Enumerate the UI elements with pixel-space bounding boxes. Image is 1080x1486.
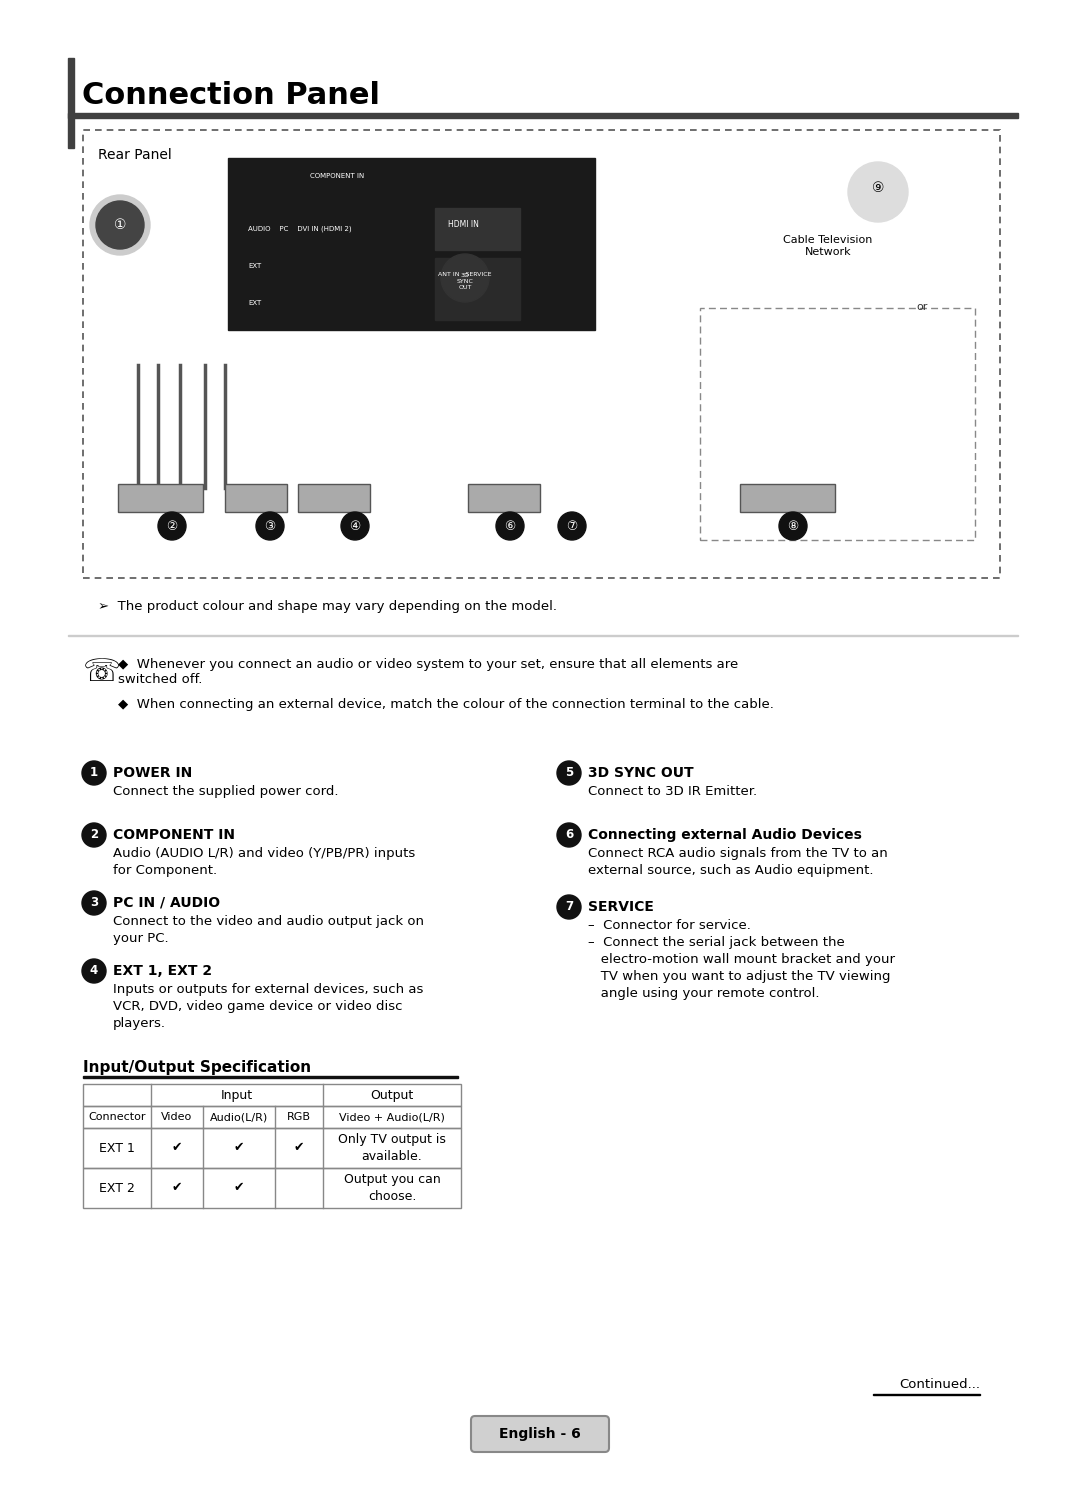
Text: ◆  When connecting an external device, match the colour of the connection termin: ◆ When connecting an external device, ma… (118, 698, 774, 710)
Text: ◆  Whenever you connect an audio or video system to your set, ensure that all el: ◆ Whenever you connect an audio or video… (118, 658, 739, 687)
Text: English - 6: English - 6 (499, 1427, 581, 1441)
Text: 4: 4 (90, 964, 98, 978)
Circle shape (557, 823, 581, 847)
Text: Connect to 3D IR Emitter.: Connect to 3D IR Emitter. (588, 785, 757, 798)
Circle shape (557, 761, 581, 785)
Text: ✔: ✔ (172, 1141, 183, 1155)
Text: ✔: ✔ (233, 1181, 244, 1195)
Text: 3D SYNC OUT: 3D SYNC OUT (588, 765, 693, 780)
Bar (68, 113, 1018, 117)
Circle shape (82, 761, 106, 785)
Text: 6: 6 (565, 829, 573, 841)
Text: Connector: Connector (89, 1112, 146, 1122)
Text: or: or (916, 302, 928, 312)
Text: EXT 2: EXT 2 (99, 1181, 135, 1195)
Text: 5: 5 (565, 767, 573, 780)
Bar (83, 1076, 458, 1077)
Text: ➢  The product colour and shape may vary depending on the model.: ➢ The product colour and shape may vary … (98, 600, 557, 614)
Bar (435, 208, 519, 250)
Text: ①: ① (113, 218, 126, 232)
Text: HDMI IN: HDMI IN (448, 220, 478, 229)
Bar (83, 1168, 461, 1208)
Circle shape (96, 201, 144, 250)
Text: Video + Audio(L/R): Video + Audio(L/R) (339, 1112, 445, 1122)
Bar (468, 484, 540, 513)
Circle shape (496, 513, 524, 539)
Bar (83, 1106, 461, 1128)
Text: Continued...: Continued... (899, 1378, 980, 1391)
Bar (83, 1128, 461, 1168)
Circle shape (90, 195, 150, 256)
Text: Output: Output (370, 1089, 414, 1101)
Text: ✔: ✔ (294, 1141, 305, 1155)
Bar (740, 484, 835, 513)
Circle shape (256, 513, 284, 539)
Text: Connect to the video and audio output jack on
your PC.: Connect to the video and audio output ja… (113, 915, 424, 945)
Circle shape (82, 958, 106, 984)
Circle shape (558, 513, 586, 539)
Text: Connecting external Audio Devices: Connecting external Audio Devices (588, 828, 862, 843)
Text: 3D
SYNC
OUT: 3D SYNC OUT (457, 273, 473, 290)
Bar (68, 58, 75, 149)
Text: ②: ② (166, 520, 177, 532)
Bar (298, 484, 370, 513)
Text: Connect the supplied power cord.: Connect the supplied power cord. (113, 785, 338, 798)
Text: ③: ③ (265, 520, 275, 532)
Text: 1: 1 (90, 767, 98, 780)
Text: Audio(L/R): Audio(L/R) (210, 1112, 268, 1122)
Text: ⑨: ⑨ (872, 181, 885, 195)
Bar (118, 484, 203, 513)
Text: 3: 3 (90, 896, 98, 909)
Circle shape (158, 513, 186, 539)
Text: RGB: RGB (287, 1112, 311, 1122)
Circle shape (441, 254, 489, 302)
Circle shape (848, 162, 908, 221)
Bar (435, 259, 519, 319)
Text: ④: ④ (349, 520, 361, 532)
Text: PC IN / AUDIO: PC IN / AUDIO (113, 896, 220, 909)
Circle shape (82, 892, 106, 915)
Text: Only TV output is
available.: Only TV output is available. (338, 1134, 446, 1162)
Text: SERVICE: SERVICE (588, 901, 653, 914)
Text: Audio (AUDIO L/R) and video (Y/PB/PR) inputs
for Component.: Audio (AUDIO L/R) and video (Y/PB/PR) in… (113, 847, 415, 877)
Circle shape (557, 895, 581, 918)
Text: Connection Panel: Connection Panel (82, 80, 380, 110)
Text: AUDIO    PC    DVI IN (HDMI 2): AUDIO PC DVI IN (HDMI 2) (248, 226, 352, 232)
Text: ✔: ✔ (233, 1141, 244, 1155)
Text: ⑥: ⑥ (504, 520, 515, 532)
Bar (83, 1083, 461, 1106)
Bar (228, 158, 595, 330)
Circle shape (82, 823, 106, 847)
Circle shape (779, 513, 807, 539)
Text: COMPONENT IN: COMPONENT IN (113, 828, 235, 843)
Text: ⑧: ⑧ (787, 520, 798, 532)
Text: ANT IN   SERVICE: ANT IN SERVICE (438, 272, 491, 276)
Text: Inputs or outputs for external devices, such as
VCR, DVD, video game device or v: Inputs or outputs for external devices, … (113, 984, 423, 1030)
Text: –  Connector for service.
–  Connect the serial jack between the
   electro-moti: – Connector for service. – Connect the s… (588, 918, 895, 1000)
Text: 2: 2 (90, 829, 98, 841)
Text: COMPONENT IN: COMPONENT IN (310, 172, 364, 178)
Text: Input/Output Specification: Input/Output Specification (83, 1060, 311, 1074)
Text: EXT 1, EXT 2: EXT 1, EXT 2 (113, 964, 212, 978)
Bar (68, 635, 1018, 636)
Text: Rear Panel: Rear Panel (98, 149, 172, 162)
Text: ⑦: ⑦ (566, 520, 578, 532)
Circle shape (341, 513, 369, 539)
Text: ✔: ✔ (172, 1181, 183, 1195)
Text: Output you can
choose.: Output you can choose. (343, 1174, 441, 1202)
Text: POWER IN: POWER IN (113, 765, 192, 780)
Text: EXT: EXT (248, 300, 261, 306)
FancyBboxPatch shape (471, 1416, 609, 1452)
Text: EXT: EXT (248, 263, 261, 269)
Text: Input: Input (221, 1089, 253, 1101)
Bar (225, 484, 287, 513)
Text: Cable Television
Network: Cable Television Network (783, 235, 873, 257)
Text: EXT 1: EXT 1 (99, 1141, 135, 1155)
Text: 7: 7 (565, 901, 573, 914)
Text: ☏: ☏ (83, 658, 121, 687)
Text: Connect RCA audio signals from the TV to an
external source, such as Audio equip: Connect RCA audio signals from the TV to… (588, 847, 888, 877)
Text: Video: Video (161, 1112, 192, 1122)
